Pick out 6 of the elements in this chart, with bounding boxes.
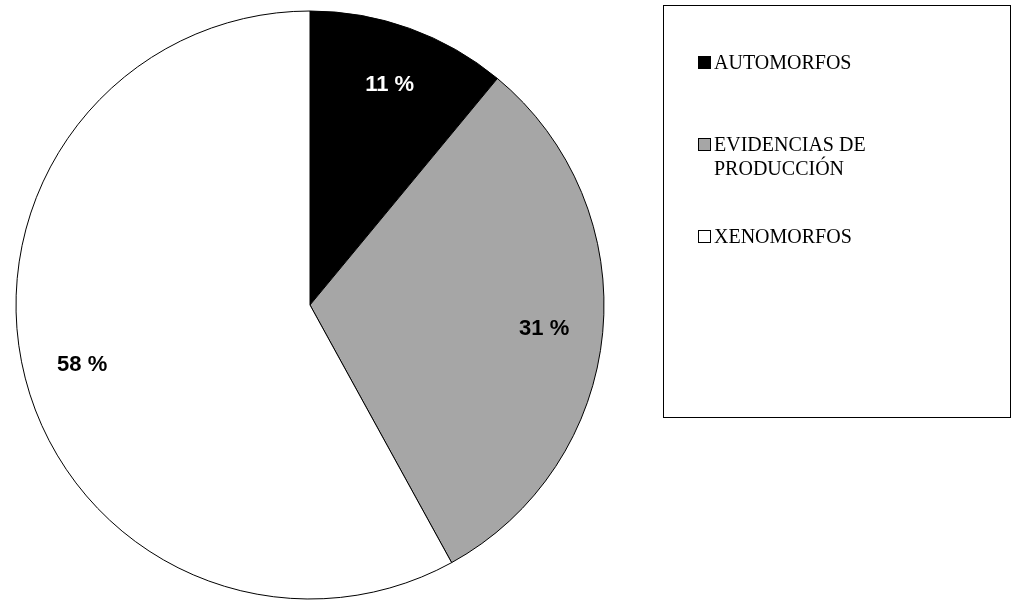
data-label: 11 % xyxy=(365,71,415,97)
data-label: 58 % xyxy=(57,350,108,376)
data-label: 31 % xyxy=(519,314,570,340)
legend-label: AUTOMORFOS xyxy=(714,50,853,74)
legend-label: XENOMORFOS xyxy=(714,224,853,248)
legend-label: EVIDENCIAS DE PRODUCCIÓN xyxy=(714,132,867,180)
